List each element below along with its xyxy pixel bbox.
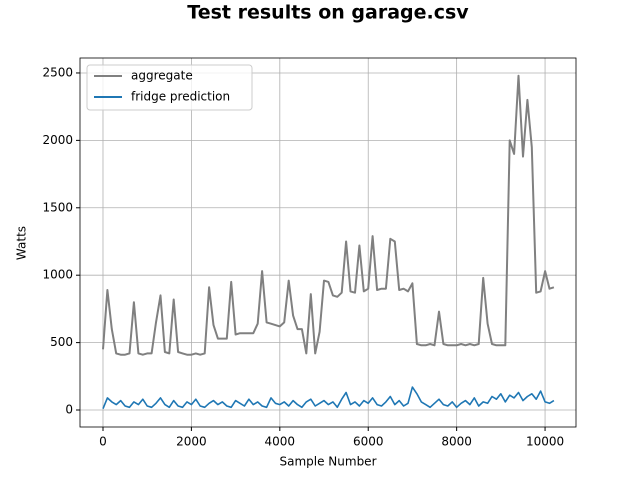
line-series [102, 386, 555, 410]
y-tick-label: 500 [50, 335, 73, 349]
line-series [102, 74, 555, 356]
legend-label: fridge prediction [131, 90, 230, 104]
y-tick-label: 0 [65, 403, 73, 417]
x-tick-label: 4000 [265, 435, 296, 449]
plot-frame [79, 57, 577, 428]
x-tick-label: 10000 [526, 435, 564, 449]
y-tick-label: 1000 [42, 268, 73, 282]
y-tick-label: 2000 [42, 133, 73, 147]
x-tick-label: 6000 [353, 435, 384, 449]
legend: aggregate fridge prediction [86, 64, 253, 111]
x-tick-label: 8000 [441, 435, 472, 449]
chart-title: Test results on garage.csv [187, 2, 469, 24]
x-tick-label: 2000 [176, 435, 207, 449]
legend-label: aggregate [131, 69, 193, 83]
y-tick-label: 1500 [42, 200, 73, 214]
y-axis-label: Watts [15, 226, 29, 260]
x-tick-label: 0 [99, 435, 107, 449]
legend-box [86, 64, 253, 111]
y-tick-label: 2500 [42, 65, 73, 79]
x-axis-label: Sample Number [279, 455, 376, 469]
